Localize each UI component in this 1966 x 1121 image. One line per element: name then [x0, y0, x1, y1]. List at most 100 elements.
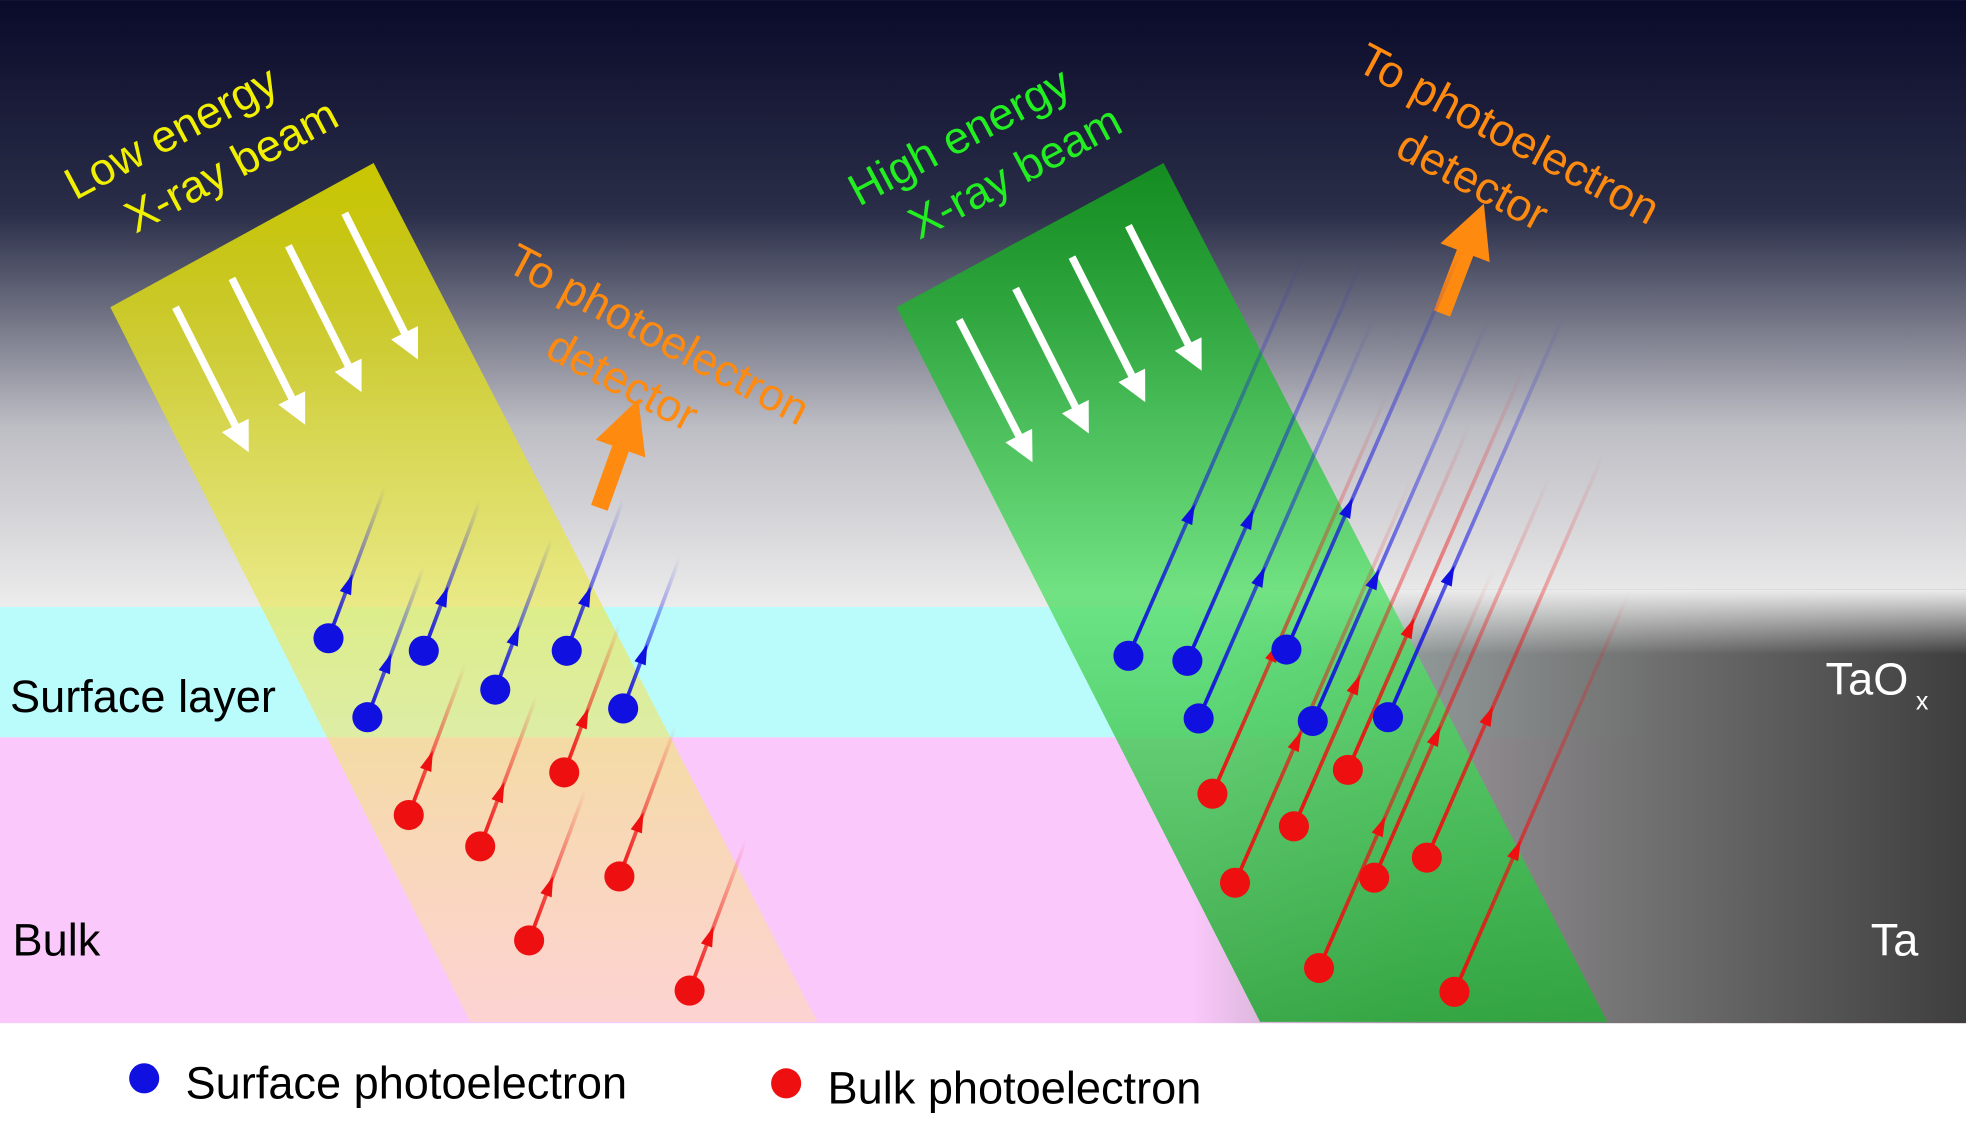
electron-track [1346, 367, 1526, 771]
electron-arrowhead [1400, 617, 1415, 640]
electron-arrowhead [634, 644, 648, 666]
electron-track [1311, 319, 1491, 722]
material-label: Ta [1871, 914, 1920, 965]
electron [393, 799, 424, 831]
xray-arrow [228, 276, 306, 425]
xray-arrows [172, 211, 1202, 463]
xray-arrow [955, 318, 1033, 463]
xray-arrow [1125, 224, 1202, 371]
electron [1359, 862, 1390, 893]
electron-arrowhead [1426, 725, 1441, 748]
legend-swatch [771, 1068, 802, 1099]
electron-track [1210, 391, 1390, 795]
xray-arrow [172, 305, 249, 453]
electron-arrowhead [575, 707, 589, 730]
electron-arrowhead [506, 625, 520, 647]
electron [604, 861, 635, 892]
electrons [313, 247, 1632, 1007]
electron [1372, 702, 1404, 733]
electron-arrowhead [630, 812, 644, 834]
electron-arrowhead [491, 781, 505, 804]
layer-label: Surface layer [10, 671, 276, 722]
electron-arrowhead [540, 876, 554, 898]
electron-arrowhead [435, 586, 448, 608]
electron-track [1452, 589, 1632, 993]
electron-arrowhead [1181, 503, 1195, 526]
electron-track [1233, 480, 1413, 884]
xray-arrow [1068, 255, 1146, 403]
electron-arrowhead [578, 586, 591, 608]
electron [1439, 976, 1470, 1007]
electron [352, 702, 383, 733]
electron [1197, 778, 1228, 809]
electron-track [478, 695, 539, 848]
material-label: TaO [1826, 654, 1909, 705]
electron-track [1126, 253, 1306, 657]
electron-arrowhead [700, 926, 714, 948]
material-subscript: x [1916, 688, 1929, 716]
electron [480, 674, 511, 705]
electron [313, 623, 344, 654]
electron-track [1386, 315, 1566, 718]
electron-arrowhead [1507, 839, 1521, 862]
legend-label: Bulk photoelectron [828, 1062, 1202, 1113]
electron-track [1317, 566, 1497, 969]
electron-track [1284, 247, 1464, 651]
electron [549, 757, 580, 788]
electron [551, 635, 582, 666]
electron [1113, 640, 1144, 671]
electron [465, 831, 496, 862]
electron-track [1425, 455, 1605, 859]
electron-arrowhead [1371, 816, 1386, 838]
electron [1332, 754, 1363, 785]
electron [514, 925, 545, 956]
electron-track [326, 487, 387, 639]
electron [1303, 952, 1335, 984]
xray-arrow [341, 211, 418, 360]
electron-arrowhead [1365, 569, 1380, 591]
xray-arrow [285, 244, 362, 393]
electron-arrowhead [1240, 508, 1254, 531]
electron-track [687, 839, 748, 992]
electron-track [527, 789, 588, 942]
electron-track [617, 725, 678, 878]
electron-track [1196, 316, 1376, 720]
electron [608, 693, 639, 724]
legend-swatch [129, 1063, 160, 1094]
electron-arrowhead [1346, 674, 1361, 696]
electron-arrowhead [1479, 705, 1494, 727]
electron-track [1292, 424, 1472, 828]
electron [1271, 634, 1302, 665]
electron-arrowhead [378, 652, 392, 675]
electron-arrowhead [420, 750, 433, 772]
electron-arrowhead [1440, 565, 1455, 587]
electron [1278, 811, 1309, 842]
low-energy-beam [110, 163, 818, 1022]
legend-label: Surface photoelectron [186, 1057, 628, 1108]
electron [1297, 705, 1328, 737]
electron [1219, 867, 1251, 898]
detector-arrow [591, 399, 646, 511]
electron [1411, 842, 1442, 873]
electron [1183, 703, 1214, 734]
layer-label: Bulk [13, 914, 101, 965]
electron-track [621, 557, 682, 710]
xray-arrow [1012, 286, 1089, 434]
electron-arrowhead [1287, 730, 1302, 753]
electron-track [422, 499, 482, 652]
electron-track [1372, 475, 1552, 879]
electron-track [564, 499, 625, 652]
electron-track [1185, 258, 1365, 662]
electron [1172, 645, 1203, 676]
electron-arrowhead [339, 573, 353, 596]
electron-track [493, 538, 554, 691]
electron [408, 635, 439, 666]
detector-arrow [1433, 203, 1490, 317]
electron-track [406, 663, 467, 816]
electron-arrowhead [1339, 497, 1353, 519]
electron-track [365, 566, 426, 718]
electron-arrowhead [1251, 566, 1266, 588]
electron-track [562, 621, 623, 774]
